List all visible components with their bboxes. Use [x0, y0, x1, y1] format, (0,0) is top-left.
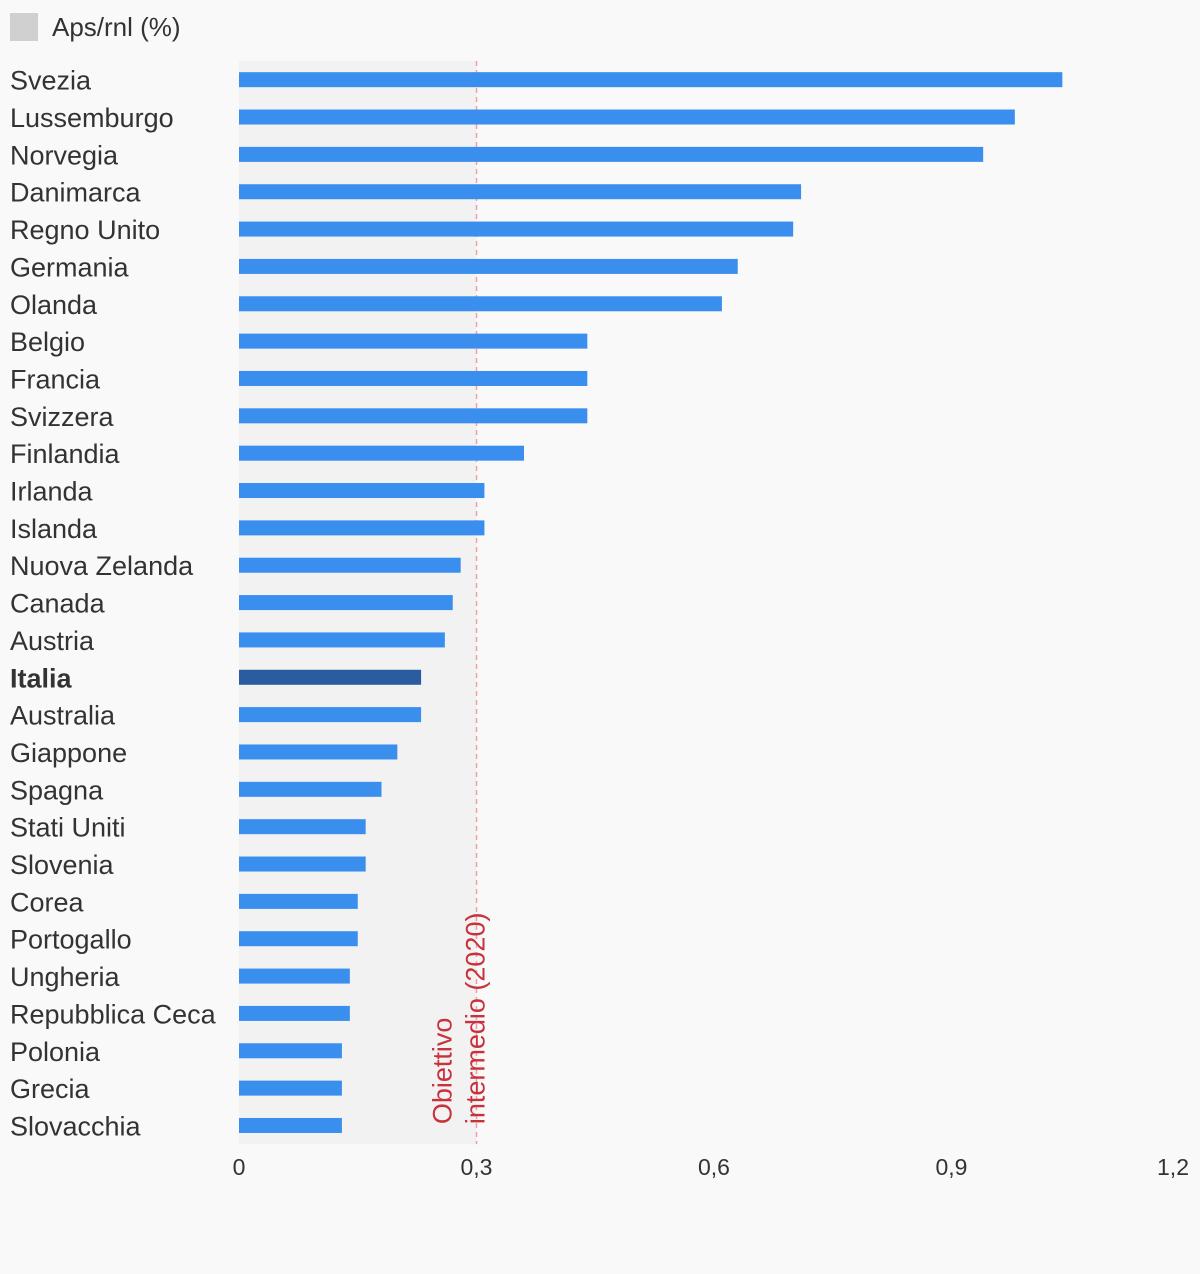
category-label: Polonia: [10, 1037, 101, 1067]
bar-norvegia: [239, 146, 984, 162]
bar-germania: [239, 258, 738, 274]
bar-spagna: [239, 781, 382, 797]
category-label: Germania: [10, 252, 130, 282]
category-label: Giappone: [10, 738, 127, 768]
bar-danimarca: [239, 184, 802, 200]
category-label: Austria: [10, 626, 95, 656]
x-tick-label: 0: [233, 1154, 246, 1180]
reference-label: Obiettivo: [428, 1018, 458, 1125]
bar-polonia: [239, 1043, 342, 1059]
bar-islanda: [239, 520, 485, 536]
bar-canada: [239, 595, 453, 611]
bar-portogallo: [239, 931, 358, 947]
bar-lussemburgo: [239, 109, 1015, 125]
category-label: Stati Uniti: [10, 813, 126, 843]
category-label: Portogallo: [10, 925, 132, 955]
bar-finlandia: [239, 445, 524, 461]
x-tick-label: 0,6: [698, 1154, 730, 1180]
legend-label: Aps/rnl (%): [52, 11, 181, 42]
category-label: Regno Unito: [10, 215, 160, 245]
reference-label: intermedio (2020): [461, 913, 491, 1125]
bar-nuova-zelanda: [239, 557, 461, 573]
category-label: Australia: [10, 701, 116, 731]
bar-repubblica-ceca: [239, 1005, 350, 1021]
x-tick-label: 1,2: [1157, 1154, 1189, 1180]
x-tick-label: 0,3: [461, 1154, 493, 1180]
bar-stati-uniti: [239, 819, 366, 835]
category-label: Slovenia: [10, 850, 115, 880]
bar-svizzera: [239, 408, 588, 424]
bar-australia: [239, 707, 422, 723]
legend-swatch: [10, 13, 38, 41]
category-label: Italia: [10, 663, 73, 693]
bar-grecia: [239, 1080, 342, 1096]
category-label: Danimarca: [10, 178, 142, 208]
category-label: Lussemburgo: [10, 103, 174, 133]
category-label: Corea: [10, 887, 85, 917]
bar-belgio: [239, 333, 588, 349]
bar-svezia: [239, 72, 1063, 88]
category-label: Repubblica Ceca: [10, 999, 217, 1029]
bar-corea: [239, 893, 358, 909]
bar-austria: [239, 632, 445, 648]
bar-irlanda: [239, 483, 485, 499]
bar-slovenia: [239, 856, 366, 872]
bar-francia: [239, 370, 588, 386]
category-label: Svizzera: [10, 402, 115, 432]
category-label: Spagna: [10, 775, 104, 805]
category-label: Francia: [10, 364, 101, 394]
category-label: Olanda: [10, 290, 98, 320]
category-label: Svezia: [10, 66, 92, 96]
bar-regno-unito: [239, 221, 794, 237]
category-label: Islanda: [10, 514, 98, 544]
x-tick-label: 0,9: [936, 1154, 968, 1180]
bar-olanda: [239, 296, 722, 312]
category-label: Nuova Zelanda: [10, 551, 194, 581]
bar-giappone: [239, 744, 398, 760]
bar-slovacchia: [239, 1117, 342, 1133]
category-label: Ungheria: [10, 962, 121, 992]
category-label: Irlanda: [10, 477, 94, 507]
category-label: Grecia: [10, 1074, 91, 1104]
category-label: Belgio: [10, 327, 85, 357]
category-label: Norvegia: [10, 140, 119, 170]
chart-legend: Aps/rnl (%): [10, 8, 181, 46]
category-label: Finlandia: [10, 439, 121, 469]
bar-italia: [239, 669, 422, 685]
category-label: Slovacchia: [10, 1111, 142, 1141]
bar-ungheria: [239, 968, 350, 984]
category-label: Canada: [10, 589, 106, 619]
